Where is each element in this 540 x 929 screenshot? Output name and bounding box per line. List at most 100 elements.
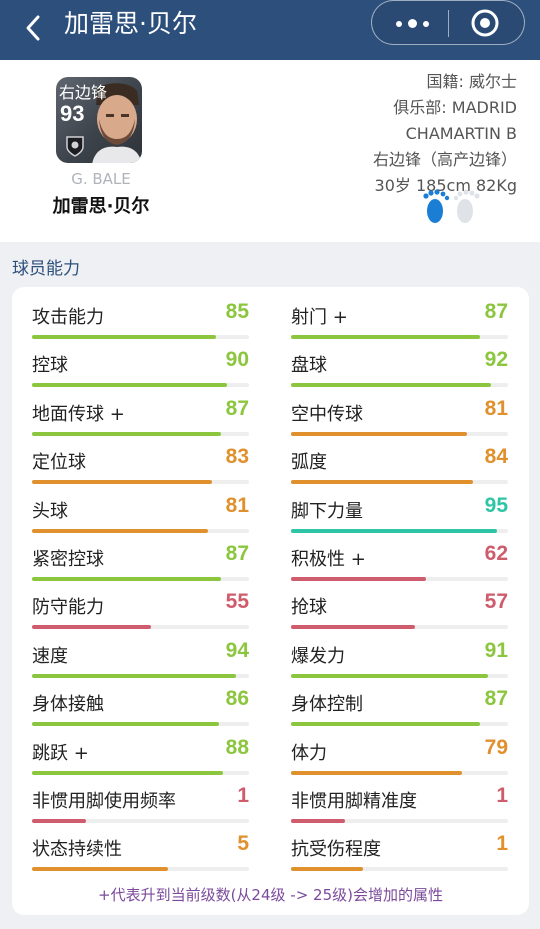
stat-bar-track xyxy=(291,528,508,533)
stat-label: 弧度 xyxy=(291,452,327,474)
stat-value: 81 xyxy=(484,396,508,420)
stat-bar-fill xyxy=(291,480,474,485)
stat-bar-fill xyxy=(32,867,168,872)
stat-bar-track xyxy=(32,577,249,581)
stat-label: 状态持续性 xyxy=(32,839,122,861)
stat-bar-track xyxy=(32,528,249,533)
stat-value: 86 xyxy=(225,687,249,711)
stat-value: 84 xyxy=(484,445,508,469)
stat-value: 85 xyxy=(225,300,249,323)
more-icon[interactable] xyxy=(392,1,432,46)
stat-bar-fill xyxy=(291,722,480,727)
stat-row: 紧密控球 87 xyxy=(32,537,249,585)
upgrade-note: +代表升到当前级数(从24级 -> 25级)会增加的属性 xyxy=(98,886,443,904)
stat-bar-track xyxy=(291,625,508,630)
stat-label: 爆发力 xyxy=(291,645,345,667)
stat-label: 射门 + xyxy=(291,307,348,328)
stat-label: 抗受伤程度 xyxy=(291,839,381,861)
close-target-icon[interactable] xyxy=(470,8,500,38)
stat-bar-fill xyxy=(291,335,480,339)
stat-label: 定位球 xyxy=(32,452,86,474)
player-card[interactable]: 右边锋 93 xyxy=(56,77,142,163)
stat-label: 头球 xyxy=(32,500,68,522)
stat-bar-track xyxy=(291,480,508,485)
stat-bar-track xyxy=(32,431,249,436)
stat-bar-fill xyxy=(291,431,467,436)
stat-bar-fill xyxy=(32,335,217,339)
stat-row: 非惯用脚精准度 1 xyxy=(291,779,508,827)
stat-value: 87 xyxy=(484,687,508,711)
mini-program-capsule xyxy=(371,0,525,45)
stat-row: 防守能力 55 xyxy=(32,585,249,633)
stat-label: 紧密控球 xyxy=(32,549,104,570)
stat-row: 跳跃 + 88 xyxy=(32,731,249,779)
stat-label: 防守能力 xyxy=(32,597,104,619)
stat-bar-track xyxy=(291,867,508,872)
stat-bar-fill xyxy=(291,528,498,533)
stat-label: 非惯用脚精准度 xyxy=(291,791,417,812)
stat-row: 抢球 57 xyxy=(291,585,508,633)
stat-bar-track xyxy=(291,431,508,436)
player-profile: 右边锋 93 G. BALE 加雷思·贝尔 国籍: 威尔士 俱乐部: MADRI… xyxy=(0,60,540,242)
stat-value: 95 xyxy=(484,493,508,517)
player-name-cn: 加雷思·贝尔 xyxy=(52,196,150,217)
stat-value: 1 xyxy=(496,832,508,856)
stat-bar-fill xyxy=(291,673,489,678)
stat-label: 速度 xyxy=(32,645,68,667)
stat-label: 抢球 xyxy=(291,597,327,619)
stat-value: 5 xyxy=(237,832,249,856)
stat-row: 非惯用脚使用频率 1 xyxy=(32,779,249,827)
stat-value: 83 xyxy=(225,445,249,469)
player-face-icon xyxy=(92,83,142,163)
stat-bar-track xyxy=(32,383,249,388)
back-icon[interactable] xyxy=(18,10,52,46)
stat-value: 62 xyxy=(484,542,508,565)
stat-row: 脚下力量 95 xyxy=(291,489,508,537)
stat-bar-track xyxy=(291,722,508,727)
stat-bar-track xyxy=(32,722,249,727)
stat-label: 攻击能力 xyxy=(32,307,104,328)
stat-bar-track xyxy=(291,383,508,388)
stat-row: 积极性 + 62 xyxy=(291,537,508,585)
stat-row: 头球 81 xyxy=(32,489,249,537)
stat-bar-track xyxy=(32,673,249,678)
stat-value: 88 xyxy=(225,735,249,759)
stat-bar-track xyxy=(291,819,508,823)
stat-bar-fill xyxy=(291,770,463,775)
age-height-weight: 30岁 185cm 82Kg xyxy=(374,176,517,195)
stat-row: 地面传球 + 87 xyxy=(32,392,249,440)
stat-bar-fill xyxy=(32,625,152,630)
stat-bar-fill xyxy=(32,480,213,485)
stat-bar-track xyxy=(291,335,508,339)
section-title-abilities: 球员能力 xyxy=(12,259,80,279)
preferred-foot-icon xyxy=(423,189,480,223)
stat-bar-fill xyxy=(32,722,219,727)
stat-row: 状态持续性 5 xyxy=(32,827,249,875)
stat-bar-track xyxy=(32,625,249,630)
stat-bar-fill xyxy=(291,867,363,872)
stat-row: 抗受伤程度 1 xyxy=(291,827,508,875)
stat-bar-fill xyxy=(32,577,221,581)
club-line-1: 俱乐部: MADRID xyxy=(393,98,517,117)
stat-row: 身体控制 87 xyxy=(291,682,508,730)
stat-value: 55 xyxy=(225,590,249,614)
stat-bar-fill xyxy=(32,528,208,533)
card-rating: 93 xyxy=(60,101,85,126)
stat-bar-fill xyxy=(32,819,87,823)
nationality: 国籍: 威尔士 xyxy=(426,72,517,91)
stat-value: 94 xyxy=(225,638,249,662)
stat-label: 身体控制 xyxy=(291,694,363,716)
stat-value: 57 xyxy=(484,590,508,614)
capsule-divider xyxy=(448,10,449,37)
stat-row: 攻击能力 85 xyxy=(32,295,249,343)
player-info: 国籍: 威尔士 俱乐部: MADRID CHAMARTIN B 右边锋（高产边锋… xyxy=(287,69,517,199)
stat-label: 盘球 xyxy=(291,355,327,377)
club-badge-icon xyxy=(66,136,84,157)
stat-row: 盘球 92 xyxy=(291,343,508,391)
stat-value: 91 xyxy=(484,638,508,662)
stat-value: 1 xyxy=(237,784,249,807)
stat-value: 87 xyxy=(225,542,249,565)
stat-bar-fill xyxy=(32,673,236,678)
stat-value: 79 xyxy=(484,735,508,759)
club-line-2: CHAMARTIN B xyxy=(405,124,517,143)
